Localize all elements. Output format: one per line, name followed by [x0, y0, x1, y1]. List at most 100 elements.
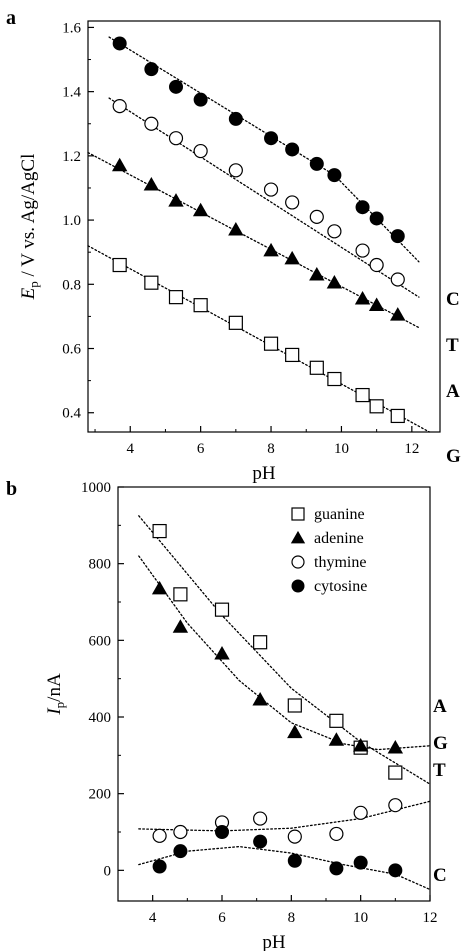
- point-adenine: [252, 692, 268, 706]
- point-guanine: [287, 698, 302, 713]
- point-a: [168, 193, 184, 207]
- point-t: [309, 209, 324, 224]
- point-guanine: [388, 765, 403, 780]
- point-cytosine: [388, 863, 403, 878]
- panel-b-y-tick-label: 800: [89, 557, 112, 573]
- panel-a-x-tick-label: 4: [126, 441, 134, 457]
- point-thymine: [152, 828, 167, 843]
- legend-entry-cytosine: cytosine: [314, 578, 367, 595]
- point-guanine: [173, 587, 188, 602]
- legend-marker-guanine: [291, 507, 305, 521]
- point-a: [354, 291, 371, 305]
- panel-a-y-axis-label: Ep / V vs. Ag/AgCl: [18, 154, 41, 301]
- point-t: [285, 195, 300, 210]
- point-t: [228, 163, 243, 178]
- fit-line-t: [108, 97, 420, 298]
- point-a: [111, 157, 128, 172]
- point-g: [112, 257, 127, 273]
- point-t: [369, 257, 384, 273]
- legend-entry-adenine: adenine: [314, 530, 364, 547]
- legend-entry-guanine: guanine: [314, 506, 365, 523]
- series-label-t: T: [446, 335, 459, 356]
- series-label-thymine: T: [433, 760, 446, 781]
- point-c: [193, 92, 208, 107]
- point-t: [193, 143, 208, 159]
- panel-a-x-axis-label: pH: [252, 463, 276, 484]
- point-cytosine: [173, 844, 188, 859]
- point-g: [309, 360, 324, 375]
- panel-a-y-tick-label: 0.6: [62, 342, 81, 358]
- point-g: [168, 290, 184, 305]
- point-g: [355, 387, 370, 403]
- panel-b-letter: b: [6, 478, 17, 500]
- point-c: [169, 79, 183, 94]
- panel-a-y-label-symbol: E: [18, 287, 39, 300]
- point-a: [284, 250, 300, 265]
- panel-b-y-tick-label: 1000: [81, 480, 111, 496]
- point-adenine: [328, 732, 345, 746]
- panel-b-frame: [117, 486, 431, 902]
- panel-a-frame: [87, 20, 441, 433]
- series-label-c: C: [446, 289, 460, 310]
- legend-marker-cytosine: [291, 579, 305, 593]
- point-adenine: [387, 739, 404, 754]
- panel-a-x-tick-label: 6: [197, 441, 205, 457]
- point-t: [168, 131, 184, 146]
- point-cytosine: [152, 859, 167, 874]
- point-c: [355, 200, 370, 215]
- point-guanine: [152, 523, 167, 539]
- panel-a-y-tick-label: 1.2: [62, 149, 81, 165]
- point-t: [390, 272, 405, 287]
- series-label-g: G: [446, 446, 461, 467]
- panel-a-y-tick-label: 0.4: [62, 406, 81, 422]
- fit-line-thymine: [138, 800, 431, 832]
- point-thymine: [287, 829, 302, 844]
- series-label-cytosine: C: [433, 865, 447, 886]
- point-thymine: [173, 824, 188, 840]
- point-adenine: [151, 580, 168, 595]
- point-g: [144, 275, 159, 290]
- fit-line-adenine: [138, 555, 431, 751]
- panel-b-y-tick-label: 400: [89, 710, 112, 726]
- point-g: [285, 347, 300, 363]
- point-g: [228, 315, 243, 330]
- panel-a-x-tick-label: 12: [404, 441, 419, 457]
- point-c: [228, 111, 243, 126]
- point-g: [369, 399, 384, 414]
- panel-b-y-axis-label: Ip/nA: [44, 673, 67, 716]
- point-t: [327, 224, 342, 239]
- legend-marker-thymine: [291, 555, 305, 569]
- series-label-adenine: A: [433, 696, 447, 717]
- point-t: [112, 98, 127, 114]
- point-a: [263, 242, 279, 257]
- point-t: [144, 116, 159, 131]
- panel-a-x-tick-label: 8: [267, 441, 275, 457]
- point-a: [309, 266, 325, 281]
- panel-a-y-tick-label: 1.4: [62, 85, 81, 101]
- point-a: [326, 274, 343, 289]
- panel-b-x-tick-label: 8: [288, 910, 296, 926]
- panel-b-chart: 4 6 8 10 12 0 200 400 600 800 1000 pH Ip/nA GA T Cguani…: [44, 480, 448, 951]
- point-thymine: [353, 805, 368, 820]
- point-t: [263, 182, 279, 197]
- series-label-guanine: G: [433, 733, 448, 754]
- panel-b-x-axis-label: pH: [262, 932, 286, 951]
- panel-a-y-label-unit: / V vs. Ag/AgCl: [18, 154, 39, 282]
- point-a: [368, 297, 385, 311]
- point-cytosine: [215, 825, 229, 839]
- point-c: [264, 131, 279, 146]
- point-a: [228, 222, 244, 236]
- point-c: [369, 211, 384, 226]
- point-a: [192, 202, 209, 217]
- panel-a-y-tick-label: 1.6: [62, 20, 81, 36]
- panel-b-y-label-symbol: I: [44, 707, 65, 716]
- panel-b-x-tick-label: 6: [218, 910, 226, 926]
- point-guanine: [329, 713, 344, 728]
- point-g: [390, 408, 405, 424]
- panel-b-y-tick-label: 0: [104, 863, 112, 879]
- point-thymine: [253, 811, 268, 826]
- point-c: [327, 168, 342, 183]
- point-cytosine: [329, 861, 344, 876]
- point-g: [263, 336, 279, 351]
